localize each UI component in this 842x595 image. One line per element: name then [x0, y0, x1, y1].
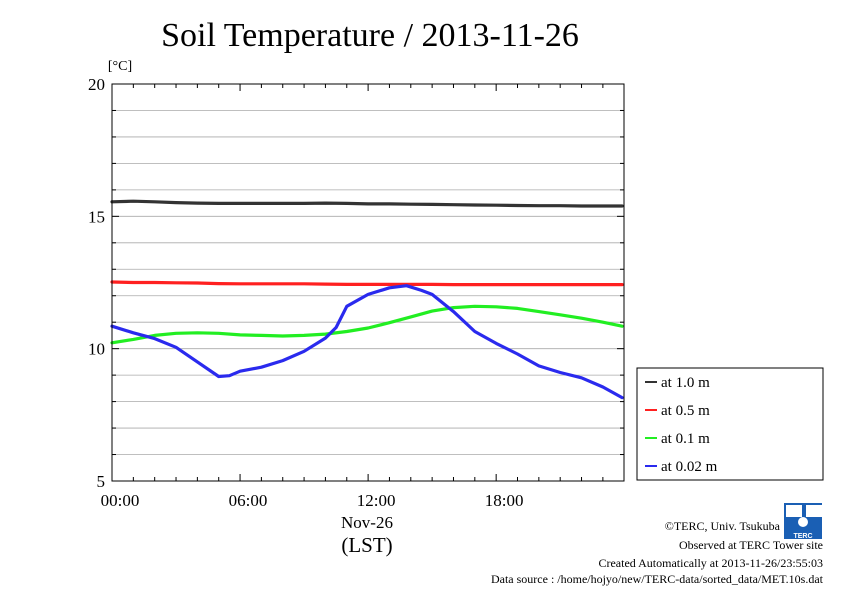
legend: at 1.0 m at 0.5 m at 0.1 m at 0.02 m [636, 367, 824, 481]
x-tick-label: 00:00 [101, 491, 140, 510]
legend-label: at 0.02 m [661, 459, 718, 475]
x-tick-label: 06:00 [229, 491, 268, 510]
series-line [110, 284, 624, 400]
date-label: Nov-26 [341, 513, 393, 532]
series-layer [110, 199, 624, 400]
data-source-text: Data source : /home/hojyo/new/TERC-data/… [491, 572, 824, 586]
series-line [110, 199, 624, 208]
logo-text: TERC [793, 533, 812, 540]
y-tick-label: 20 [88, 75, 105, 94]
x-axis-label: (LST) [341, 533, 392, 557]
logo-mark [786, 505, 822, 517]
legend-label: at 0.1 m [661, 431, 710, 447]
y-axis-label: [°C] [108, 59, 132, 74]
y-tick-label: 5 [97, 472, 106, 491]
grid-lines [112, 110, 624, 455]
series-line [110, 280, 624, 287]
legend-label: at 1.0 m [661, 375, 710, 391]
created-text: Created Automatically at 2013-11-26/23:5… [598, 556, 823, 570]
legend-label: at 0.5 m [661, 403, 710, 419]
x-tick-label: 12:00 [357, 491, 396, 510]
axis-tick-labels: 5 10 15 20 00:00 06:00 12:00 18:00 [88, 75, 524, 510]
axis-ticks [111, 83, 624, 482]
y-tick-label: 15 [88, 207, 105, 226]
terc-logo-icon: TERC [784, 503, 822, 540]
x-tick-label: 18:00 [485, 491, 524, 510]
y-tick-label: 10 [88, 340, 105, 359]
chart-title: Soil Temperature / 2013-11-26 [161, 17, 579, 54]
series-line [110, 304, 624, 345]
legend-frame [636, 367, 824, 481]
copyright-text: ©TERC, Univ. Tsukuba [665, 519, 781, 533]
observed-text: Observed at TERC Tower site [679, 538, 823, 552]
